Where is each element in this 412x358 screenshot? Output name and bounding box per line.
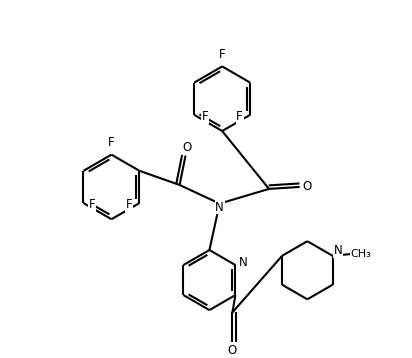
- Text: O: O: [183, 141, 192, 154]
- Text: CH₃: CH₃: [350, 249, 371, 259]
- Text: F: F: [108, 136, 115, 149]
- Text: F: F: [219, 48, 225, 61]
- Text: N: N: [333, 244, 342, 257]
- Text: F: F: [126, 198, 132, 211]
- Text: N: N: [215, 200, 224, 214]
- Text: F: F: [89, 198, 96, 211]
- Text: N: N: [239, 256, 248, 269]
- Text: F: F: [201, 110, 208, 123]
- Text: O: O: [302, 180, 311, 193]
- Text: F: F: [236, 110, 243, 123]
- Text: O: O: [228, 344, 237, 357]
